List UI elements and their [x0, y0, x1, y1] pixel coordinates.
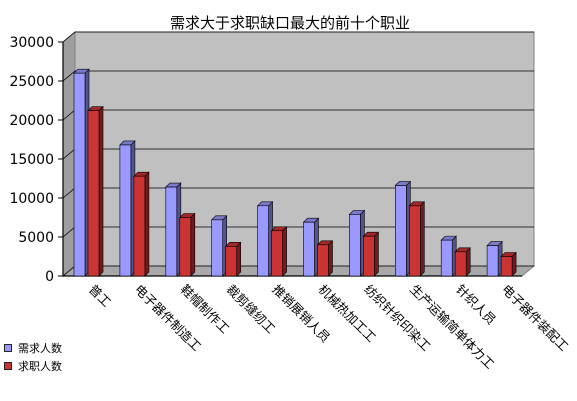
legend-label-seekers: 求职人数	[18, 360, 62, 373]
bar-demand	[394, 180, 412, 277]
bar-front	[317, 244, 329, 277]
x-tick-label: 普工	[86, 282, 114, 310]
chart-title: 需求大于求职缺口最大的前十个职业	[170, 14, 410, 32]
bar-seekers	[270, 226, 288, 277]
bar-seekers	[87, 105, 104, 277]
bar-front	[211, 219, 223, 277]
bar-front	[73, 72, 86, 277]
bar-front	[179, 217, 192, 277]
bar-front	[257, 205, 269, 277]
bar-seekers	[133, 171, 150, 277]
bar-front	[500, 256, 513, 277]
bar-seekers	[454, 247, 471, 277]
bar-demand	[486, 240, 503, 277]
bar-seekers	[224, 241, 242, 277]
bar-front	[454, 251, 467, 277]
legend-item-seekers: 求职人数	[4, 357, 62, 375]
bar-demand	[210, 215, 228, 277]
bar-seekers	[408, 201, 426, 277]
bar-seekers	[316, 240, 334, 277]
bar-seekers	[500, 251, 517, 277]
bar-front	[303, 221, 315, 277]
y-tick-label: 0	[45, 269, 54, 285]
bar-demand	[73, 68, 90, 277]
x-tick-label: 电子器件装配工	[499, 282, 571, 354]
bar-front	[408, 205, 421, 277]
bars	[73, 68, 517, 277]
x-axis-labels: 普工 电子器件制造工鞋帽制作工裁剪缝纫工推销展销人员机械热加工工纺织针织印染工生产…	[86, 282, 572, 372]
bar-seekers	[179, 212, 196, 277]
bar-front	[363, 235, 375, 277]
y-tick-label: 15000	[9, 152, 54, 168]
legend-swatch-demand	[4, 344, 12, 352]
bar-side	[419, 201, 425, 277]
gridline	[62, 31, 534, 43]
bar-side	[465, 247, 471, 277]
x-tick-label: 生产运输简单体力工	[407, 282, 497, 372]
bar-side	[328, 240, 333, 277]
bar-demand	[165, 182, 182, 277]
bar-front	[87, 110, 100, 277]
bar-demand	[348, 209, 366, 277]
bar-side	[144, 171, 150, 277]
bar-front	[440, 239, 453, 277]
y-tick-label: 10000	[9, 191, 54, 207]
bar-front	[271, 230, 283, 277]
bar-demand	[119, 140, 136, 277]
x-tick-label: 裁剪缝纫工	[224, 282, 279, 337]
legend-label-demand: 需求人数	[18, 342, 62, 355]
legend: 需求人数 求职人数	[4, 339, 62, 375]
bar-front	[119, 144, 132, 277]
y-tick-label: 30000	[9, 35, 54, 51]
legend-item-demand: 需求人数	[4, 339, 62, 357]
bar-side	[282, 226, 287, 277]
gridline	[62, 70, 534, 82]
bar-demand	[256, 201, 274, 277]
bar-side	[236, 241, 241, 277]
bar-side	[374, 231, 379, 277]
bar-seekers	[362, 231, 380, 277]
legend-swatch-seekers	[4, 362, 12, 370]
bar-front	[165, 186, 178, 277]
x-tick-label: 针织人员	[453, 282, 499, 328]
y-tick-label: 25000	[9, 74, 54, 90]
y-tick-label: 5000	[18, 230, 54, 246]
y-tick-label: 20000	[9, 113, 54, 129]
bar-demand	[302, 217, 320, 277]
bar-front	[225, 246, 237, 277]
bar-front	[486, 245, 499, 277]
bar-side	[98, 105, 104, 277]
bar-demand	[440, 235, 457, 277]
bar-front	[133, 175, 146, 277]
bar-front	[394, 185, 407, 277]
bar-front	[349, 214, 361, 277]
bar-side	[190, 212, 196, 277]
